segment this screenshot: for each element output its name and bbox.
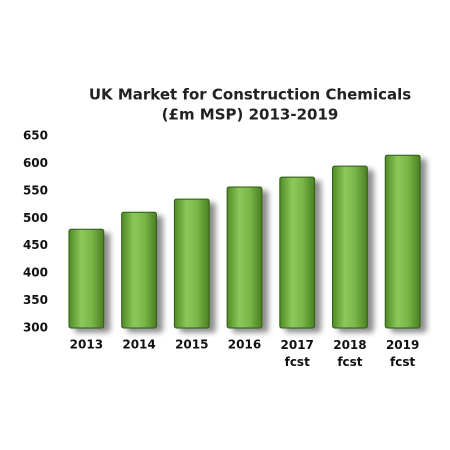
y-tick-label: 650 xyxy=(23,129,48,143)
y-tick-label: 400 xyxy=(23,266,48,280)
x-tick-label: 2016 xyxy=(228,338,261,352)
bar xyxy=(226,186,263,329)
x-tick-label: 2015 xyxy=(175,338,208,352)
chart-subtitle: (£m MSP) 2013-2019 xyxy=(162,106,339,124)
bar xyxy=(173,198,210,329)
y-tick-label: 550 xyxy=(23,183,48,197)
x-tick-label: 2019 fcst xyxy=(386,338,419,369)
bar xyxy=(332,165,368,329)
y-tick-label: 300 xyxy=(23,321,48,335)
x-tick-label: 2017 fcst xyxy=(281,338,314,369)
y-tick-label: 350 xyxy=(23,293,48,307)
x-tick-label: 2018 fcst xyxy=(333,338,366,369)
x-tick-label: 2014 xyxy=(122,338,155,352)
x-tick-label: 2013 xyxy=(70,338,103,352)
y-tick-label: 600 xyxy=(23,156,48,170)
y-tick-label: 500 xyxy=(23,211,48,225)
bar xyxy=(384,154,421,329)
y-tick-label: 450 xyxy=(23,238,48,252)
bar xyxy=(121,211,157,329)
chart-title: UK Market for Construction Chemicals xyxy=(89,86,411,104)
bar xyxy=(68,228,105,329)
bar xyxy=(279,176,316,329)
